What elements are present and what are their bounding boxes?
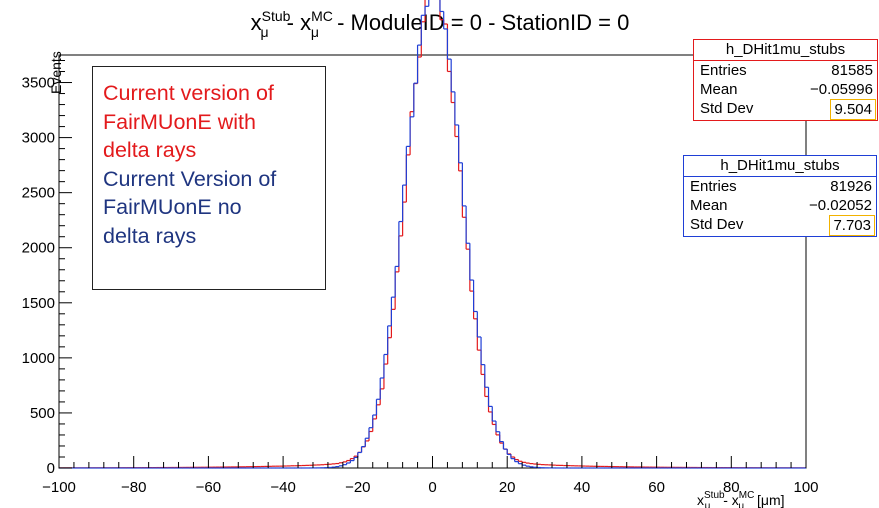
stats-blue-title: h_DHit1mu_stubs [684, 156, 876, 177]
axes: −100 −80 −60 −40 −20 0 20 40 60 80 100050010001500… [22, 60, 819, 496]
x-axis-label: xStub μ - xMC μ [μm] [697, 490, 785, 508]
y-tick-label: 500 [30, 405, 55, 422]
x-tick-label: 60 [648, 479, 665, 496]
x-tick-label: −100 [42, 479, 76, 496]
stats-blue-entries: Entries 81926 [690, 178, 872, 195]
x-tick-label: −20 [345, 479, 370, 496]
stats-blue-mean: Mean −0.02052 [690, 197, 872, 214]
stats-red-stddev: Std Dev 9.504 [694, 99, 877, 120]
x-tick-label: 0 [428, 479, 436, 496]
stats-box-blue: h_DHit1mu_stubs Entries 81926 Mean −0.0205… [683, 155, 877, 237]
y-axis-label: Events [48, 51, 64, 94]
legend-red-line-2: FairMUonE with [103, 109, 256, 134]
y-tick-label: 1500 [22, 295, 55, 312]
stats-red-mean: Mean −0.05996 [700, 81, 873, 98]
legend-red-line-1: Current version of [103, 81, 274, 105]
histogram-blue [59, 0, 806, 469]
x-tick-label: −60 [196, 479, 221, 496]
stats-red-entries: Entries 81585 [700, 62, 873, 79]
y-tick-label: 1000 [22, 350, 55, 367]
legend-box: Current version of FairMUonE with delta … [92, 66, 326, 290]
legend-blue-line-2: FairMUonE no [103, 195, 242, 219]
chart-title: xStub μ - xMC μ - ModuleID = 0 - StationID… [251, 8, 630, 40]
x-tick-label: −80 [121, 479, 146, 496]
y-tick-label: 0 [47, 460, 55, 477]
y-tick-label: 3000 [22, 130, 55, 147]
x-tick-label: −40 [270, 479, 295, 496]
x-tick-label: 20 [499, 479, 516, 496]
x-tick-label: 40 [574, 479, 591, 496]
stats-box-red: h_DHit1mu_stubs Entries 81585 Mean −0.0599… [693, 39, 878, 121]
stats-red-title: h_DHit1mu_stubs [694, 40, 877, 61]
legend-blue-line-3: delta rays [103, 223, 197, 248]
stats-blue-stddev: Std Dev 7.703 [684, 215, 876, 236]
x-tick-label: 100 [793, 479, 818, 496]
x-tick-label: 80 [723, 479, 740, 496]
legend-blue-line-1: Current Version of [103, 166, 277, 191]
y-tick-label: 3500 [22, 75, 55, 92]
y-tick-label: 2500 [22, 185, 55, 202]
legend-red-line-3: delta rays [103, 138, 197, 162]
y-tick-label: 2000 [22, 240, 55, 257]
